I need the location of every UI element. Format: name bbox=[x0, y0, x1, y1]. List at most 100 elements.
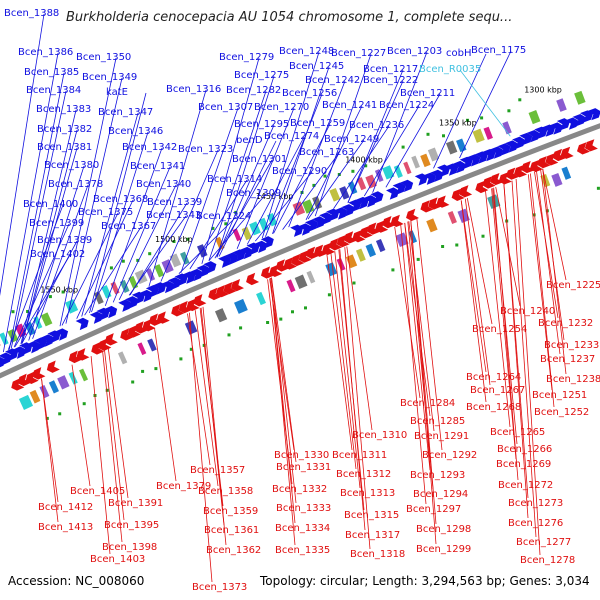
forward-gene-arrow[interactable] bbox=[452, 159, 468, 174]
forward-gene-arrow[interactable] bbox=[355, 195, 371, 210]
reverse-gene-arrow[interactable] bbox=[16, 373, 31, 388]
reverse-gene-arrow[interactable] bbox=[342, 231, 357, 245]
reverse-gene-arrow[interactable] bbox=[380, 216, 396, 230]
forward-gene-arrow[interactable] bbox=[326, 207, 341, 221]
reverse-gene-label[interactable]: Bcen_1299 bbox=[416, 544, 471, 555]
reverse-gene-arrow[interactable] bbox=[289, 253, 305, 268]
reverse-gene-label[interactable]: Bcen_1276 bbox=[508, 518, 563, 529]
forward-gene-arrow[interactable] bbox=[386, 186, 401, 200]
reverse-gene-label[interactable]: Bcen_1285 bbox=[410, 416, 465, 427]
forward-gene-arrow[interactable] bbox=[580, 109, 595, 123]
forward-gene-label[interactable]: Bcen_1270 bbox=[254, 102, 309, 113]
forward-gene-arrow[interactable] bbox=[19, 341, 34, 355]
forward-gene-arrow[interactable] bbox=[430, 168, 445, 182]
forward-gene-label[interactable]: Bcen_1342 bbox=[122, 142, 177, 153]
forward-gene-arrow[interactable] bbox=[203, 260, 218, 274]
reverse-gene-arrow[interactable] bbox=[30, 367, 46, 381]
forward-gene-label[interactable]: Bcen_1383 bbox=[36, 104, 91, 115]
reverse-gene-arrow[interactable] bbox=[267, 264, 283, 279]
forward-gene-label[interactable]: Bcen_1367 bbox=[101, 221, 156, 232]
reverse-gene-label[interactable]: Bcen_1391 bbox=[108, 498, 163, 509]
forward-gene-arrow[interactable] bbox=[497, 142, 513, 156]
forward-gene-arrow[interactable] bbox=[400, 178, 415, 192]
forward-gene-label[interactable]: benD bbox=[236, 135, 263, 146]
forward-gene-label[interactable]: Bcen_1386 bbox=[18, 47, 73, 58]
forward-gene-label[interactable]: Bcen_1388 bbox=[4, 8, 59, 19]
reverse-gene-label[interactable]: Bcen_1334 bbox=[275, 523, 330, 534]
forward-gene-arrow[interactable] bbox=[467, 153, 482, 167]
forward-gene-label[interactable]: Bcen_1307 bbox=[198, 102, 253, 113]
reverse-gene-arrow[interactable] bbox=[544, 153, 559, 167]
reverse-gene-label[interactable]: Bcen_1293 bbox=[410, 470, 465, 481]
reverse-gene-label[interactable]: Bcen_1359 bbox=[203, 506, 258, 517]
reverse-gene-arrow[interactable] bbox=[67, 350, 82, 365]
forward-gene-arrow[interactable] bbox=[40, 333, 56, 347]
reverse-gene-label[interactable]: Bcen_1294 bbox=[413, 489, 468, 500]
reverse-gene-label[interactable]: Bcen_1379 bbox=[156, 481, 211, 492]
reverse-gene-arrow[interactable] bbox=[177, 300, 192, 315]
forward-gene-arrow[interactable] bbox=[505, 139, 520, 153]
forward-gene-arrow[interactable] bbox=[174, 272, 190, 286]
forward-gene-label[interactable]: Bcen_1217 bbox=[363, 64, 418, 75]
reverse-gene-arrow[interactable] bbox=[551, 148, 566, 163]
forward-gene-label[interactable]: katE bbox=[106, 87, 128, 98]
reverse-gene-arrow[interactable] bbox=[297, 250, 312, 264]
reverse-gene-arrow[interactable] bbox=[583, 139, 598, 153]
forward-gene-arrow[interactable] bbox=[519, 131, 534, 146]
forward-gene-label[interactable]: Bcen_1222 bbox=[363, 75, 418, 86]
reverse-gene-arrow[interactable] bbox=[528, 159, 543, 174]
reverse-gene-arrow[interactable] bbox=[320, 242, 336, 257]
forward-gene-arrow[interactable] bbox=[312, 215, 327, 229]
forward-gene-label[interactable]: Bcen_1314 bbox=[207, 174, 262, 185]
reverse-gene-arrow[interactable] bbox=[89, 342, 105, 356]
reverse-gene-arrow[interactable] bbox=[575, 142, 590, 156]
reverse-gene-label[interactable]: Bcen_1278 bbox=[520, 555, 575, 566]
forward-gene-label[interactable]: Bcen_1378 bbox=[48, 179, 103, 190]
forward-gene-arrow[interactable] bbox=[145, 284, 161, 298]
reverse-gene-arrow[interactable] bbox=[365, 222, 381, 237]
reverse-gene-arrow[interactable] bbox=[206, 287, 222, 302]
reverse-gene-label[interactable]: Bcen_1254 bbox=[472, 324, 527, 335]
forward-gene-label[interactable]: Bcen_1339 bbox=[147, 197, 202, 208]
forward-gene-label[interactable]: Bcen_1368 bbox=[93, 194, 148, 205]
forward-gene-arrow[interactable] bbox=[27, 339, 42, 354]
forward-gene-arrow[interactable] bbox=[572, 113, 588, 127]
forward-gene-arrow[interactable] bbox=[125, 295, 140, 309]
reverse-gene-arrow[interactable] bbox=[358, 226, 373, 240]
reverse-gene-label[interactable]: Bcen_1358 bbox=[198, 486, 253, 497]
forward-gene-label[interactable]: Bcen_1375 bbox=[78, 207, 133, 218]
forward-gene-arrow[interactable] bbox=[131, 290, 147, 305]
reverse-gene-label[interactable]: Bcen_1413 bbox=[38, 522, 93, 533]
reverse-gene-label[interactable]: Bcen_1251 bbox=[532, 390, 587, 401]
reverse-gene-label[interactable]: Bcen_1333 bbox=[276, 503, 331, 514]
forward-gene-arrow[interactable] bbox=[319, 211, 334, 225]
forward-gene-label[interactable]: Bcen_1349 bbox=[82, 72, 137, 83]
reverse-gene-arrow[interactable] bbox=[497, 172, 512, 186]
rna-gene-label[interactable]: Bcen_R0035 bbox=[419, 64, 481, 75]
reverse-gene-label[interactable]: Bcen_1297 bbox=[406, 504, 461, 515]
forward-gene-arrow[interactable] bbox=[47, 329, 63, 343]
reverse-gene-arrow[interactable] bbox=[229, 278, 244, 293]
forward-gene-arrow[interactable] bbox=[526, 129, 542, 143]
forward-gene-arrow[interactable] bbox=[104, 304, 119, 319]
reverse-gene-label[interactable]: Bcen_1272 bbox=[498, 480, 553, 491]
reverse-gene-arrow[interactable] bbox=[103, 333, 118, 347]
forward-gene-label[interactable]: Bcen_1242 bbox=[305, 75, 360, 86]
reverse-gene-arrow[interactable] bbox=[488, 172, 504, 187]
reverse-gene-label[interactable]: Bcen_1315 bbox=[344, 510, 399, 521]
forward-gene-label[interactable]: Bcen_1380 bbox=[44, 160, 99, 171]
forward-gene-label[interactable]: Bcen_1301 bbox=[232, 154, 287, 165]
reverse-gene-arrow[interactable] bbox=[350, 230, 366, 244]
forward-gene-label[interactable]: Bcen_1389 bbox=[37, 235, 92, 246]
forward-gene-label[interactable]: Bcen_1227 bbox=[331, 48, 386, 59]
reverse-gene-label[interactable]: Bcen_1291 bbox=[414, 431, 469, 442]
forward-gene-arrow[interactable] bbox=[254, 239, 269, 254]
forward-gene-label[interactable]: Bcen_1346 bbox=[108, 126, 163, 137]
forward-gene-label[interactable]: Bcen_1236 bbox=[349, 120, 404, 131]
forward-gene-label[interactable]: Bcen_1295 bbox=[234, 119, 289, 130]
reverse-gene-label[interactable]: Bcen_1267 bbox=[470, 385, 525, 396]
forward-gene-arrow[interactable] bbox=[139, 288, 154, 303]
reverse-gene-label[interactable]: Bcen_1403 bbox=[90, 554, 145, 565]
reverse-gene-label[interactable]: Bcen_1225 bbox=[546, 280, 600, 291]
forward-gene-arrow[interactable] bbox=[534, 125, 549, 139]
